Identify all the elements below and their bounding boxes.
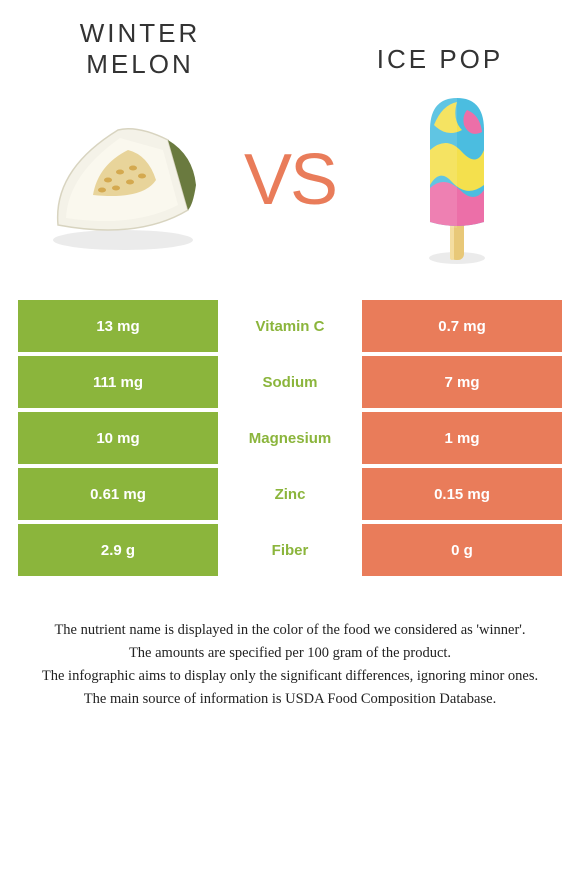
header: WINTER MELON ICE POP [0, 0, 580, 80]
left-value: 2.9 g [18, 524, 218, 576]
table-row: 0.61 mgZinc0.15 mg [18, 468, 562, 520]
title-right: ICE POP [340, 44, 540, 80]
title-left: WINTER MELON [40, 18, 240, 80]
nutrient-name: Zinc [218, 468, 362, 520]
footer: The nutrient name is displayed in the co… [0, 580, 580, 710]
footer-line-2: The amounts are specified per 100 gram o… [18, 643, 562, 664]
table-row: 10 mgMagnesium1 mg [18, 412, 562, 464]
footer-line-4: The main source of information is USDA F… [18, 689, 562, 710]
vs-text: VS [244, 139, 336, 221]
footer-line-3: The infographic aims to display only the… [18, 666, 562, 687]
table-row: 13 mgVitamin C0.7 mg [18, 300, 562, 352]
footer-line-1: The nutrient name is displayed in the co… [18, 620, 562, 641]
left-value: 10 mg [18, 412, 218, 464]
nutrient-name: Fiber [218, 524, 362, 576]
left-value: 111 mg [18, 356, 218, 408]
winter-melon-image [38, 95, 208, 265]
right-value: 0.15 mg [362, 468, 562, 520]
right-value: 0 g [362, 524, 562, 576]
table-row: 2.9 gFiber0 g [18, 524, 562, 576]
images-row: VS [0, 80, 580, 300]
table-row: 111 mgSodium7 mg [18, 356, 562, 408]
nutrient-name: Sodium [218, 356, 362, 408]
ice-pop-image [372, 95, 542, 265]
nutrient-name: Vitamin C [218, 300, 362, 352]
left-value: 13 mg [18, 300, 218, 352]
right-value: 0.7 mg [362, 300, 562, 352]
right-value: 1 mg [362, 412, 562, 464]
right-value: 7 mg [362, 356, 562, 408]
nutrient-name: Magnesium [218, 412, 362, 464]
nutrient-table: 13 mgVitamin C0.7 mg111 mgSodium7 mg10 m… [18, 300, 562, 576]
left-value: 0.61 mg [18, 468, 218, 520]
